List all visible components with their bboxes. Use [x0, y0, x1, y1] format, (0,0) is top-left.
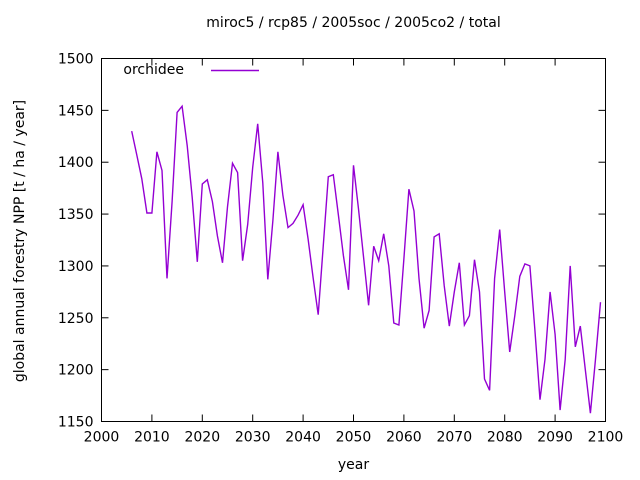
y-tick-label: 1200	[58, 363, 94, 379]
x-tick-label: 2100	[588, 430, 624, 446]
y-tick-label: 1400	[58, 155, 94, 171]
x-tick-label: 2090	[537, 430, 573, 446]
chart-title: miroc5 / rcp85 / 2005soc / 2005co2 / tot…	[206, 15, 501, 31]
x-tick-label: 2070	[436, 430, 472, 446]
x-tick-label: 2040	[285, 430, 321, 446]
y-tick-label: 1300	[58, 259, 94, 275]
x-tick-label: 2050	[336, 430, 372, 446]
x-tick-label: 2080	[487, 430, 523, 446]
y-tick-label: 1450	[58, 103, 94, 119]
x-axis-label: year	[337, 457, 370, 473]
y-tick-label: 1350	[58, 207, 94, 223]
x-tick-label: 2020	[184, 430, 220, 446]
x-tick-label: 2010	[134, 430, 170, 446]
y-tick-label: 1150	[58, 415, 94, 431]
x-tick-label: 2000	[84, 430, 120, 446]
legend-series-label: orchidee	[123, 62, 184, 78]
y-tick-label: 1250	[58, 311, 94, 327]
x-tick-label: 2060	[386, 430, 422, 446]
y-tick-label: 1500	[58, 52, 94, 68]
series-line-orchidee	[131, 104, 602, 414]
x-ticks: 2000 2010 2020 2030 2040 2050 2060 2070 2080 2090…	[84, 58, 624, 446]
y-ticks: 1150 1200 1250 1300 1350 1400 1450 1500	[58, 52, 606, 431]
x-tick-label: 2030	[235, 430, 271, 446]
